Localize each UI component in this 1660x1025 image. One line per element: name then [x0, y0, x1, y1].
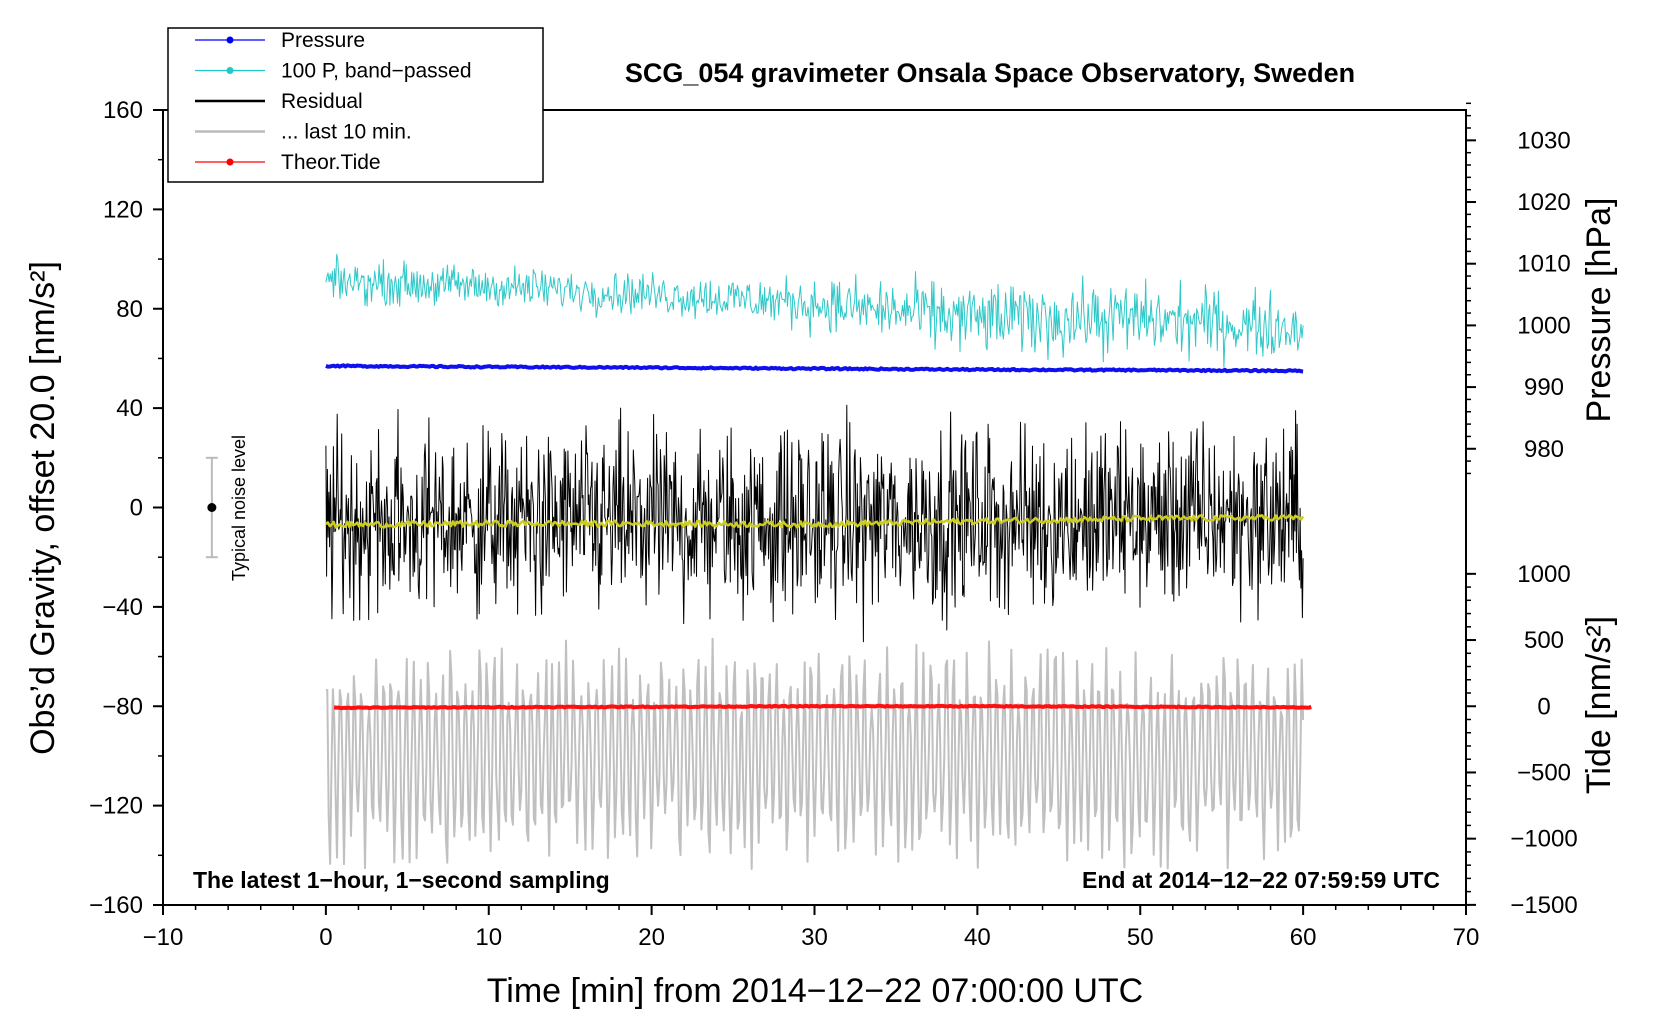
legend-label: Pressure: [281, 29, 365, 52]
x-axis-title: Time [min] from 2014−12−22 07:00:00 UTC: [487, 972, 1143, 1010]
series-line-residual-smoothed: [325, 513, 1305, 529]
y-axis-title: Obs’d Gravity, offset 20.0 [nm/s²]: [24, 261, 62, 755]
y-tick-label: 0: [130, 495, 143, 522]
series-line-theor-tide: [333, 703, 1312, 711]
series-layer: [205, 253, 1312, 870]
legend: Pressure 100 P, band−passed Residual ... la…: [167, 27, 544, 183]
x-tick-label: 50: [1127, 924, 1154, 951]
pressure-tick-label: 990: [1524, 374, 1564, 401]
legend-box: [167, 27, 544, 183]
y-tick-label: −40: [102, 594, 143, 621]
legend-label: ... last 10 min.: [281, 121, 412, 144]
tide-axis-title: Tide [nm/s²]: [1580, 616, 1618, 794]
x-tick-label: 40: [964, 924, 991, 951]
noise-bar-center-marker: [207, 503, 217, 512]
pressure-tick-label: 1000: [1517, 312, 1570, 339]
sampling-note: The latest 1−hour, 1−second sampling: [193, 867, 610, 893]
pressure-tick-label: 1030: [1517, 127, 1570, 154]
pressure-tick-label: 980: [1524, 436, 1564, 463]
tide-tick-label: −1000: [1510, 826, 1577, 853]
x-tick-label: 0: [319, 924, 332, 951]
tide-tick-label: 0: [1537, 693, 1550, 720]
x-tick-label: 30: [801, 924, 828, 951]
y-tick-label: −160: [89, 892, 143, 919]
series-line-100-p-band-passed: [325, 253, 1304, 368]
tide-tick-label: 500: [1524, 627, 1564, 654]
noise-level-label: Typical noise level: [229, 435, 249, 581]
y-tick-label: 160: [103, 97, 143, 124]
pressure-tick-label: 1010: [1517, 251, 1570, 278]
legend-label: Residual: [281, 90, 363, 113]
x-tick-label: 20: [638, 924, 665, 951]
tide-tick-label: −1500: [1510, 892, 1577, 919]
axes-layer: −10 0 10 20 30 40 50 60 70−160−120−80−4004080120…: [89, 97, 1578, 951]
y-tick-label: 120: [103, 196, 143, 223]
series-line-pressure: [325, 363, 1304, 374]
end-time-note: End at 2014−12−22 07:59:59 UTC: [1082, 867, 1440, 893]
annotations-layer: SCG_054 gravimeter Onsala Space Observat…: [24, 58, 1618, 1010]
legend-label: Theor.Tide: [281, 151, 381, 174]
x-tick-label: −10: [143, 924, 184, 951]
y-tick-label: 80: [116, 296, 143, 323]
tide-tick-label: −500: [1517, 759, 1571, 786]
legend-marker: [226, 158, 234, 166]
chart-title: SCG_054 gravimeter Onsala Space Observat…: [625, 58, 1355, 88]
y-tick-label: −120: [89, 793, 143, 820]
series-line-residual: [325, 404, 1304, 643]
tide-tick-label: 1000: [1517, 561, 1570, 588]
legend-label: 100 P, band−passed: [281, 60, 472, 83]
x-tick-label: 60: [1290, 924, 1317, 951]
x-tick-label: 70: [1453, 924, 1480, 951]
y-tick-label: −80: [102, 693, 143, 720]
legend-marker: [226, 67, 234, 74]
pressure-tick-label: 1020: [1517, 189, 1570, 216]
x-tick-label: 10: [475, 924, 502, 951]
y-tick-label: 40: [116, 395, 143, 422]
series-line-last-10-min: [325, 637, 1305, 870]
pressure-axis-title: Pressure [hPa]: [1580, 198, 1618, 423]
legend-marker: [226, 36, 234, 44]
